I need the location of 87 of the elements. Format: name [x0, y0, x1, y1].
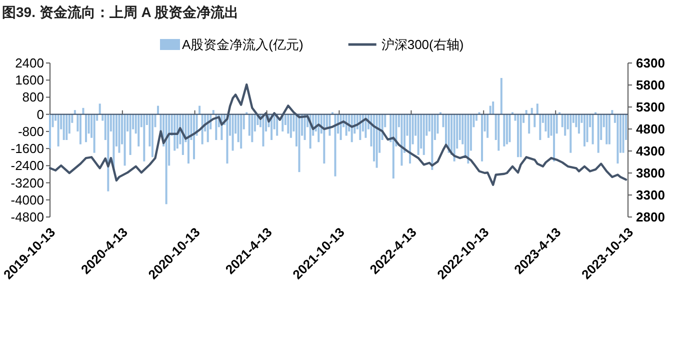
- y-tick-label: -4800: [10, 210, 44, 224]
- y2-tick-label: 3300: [636, 188, 665, 202]
- bar: [193, 114, 196, 160]
- legend-label: 沪深300(右轴): [381, 37, 464, 52]
- bar: [323, 114, 326, 164]
- bar: [304, 114, 306, 140]
- bar: [129, 114, 132, 155]
- bar: [453, 114, 456, 162]
- bar: [503, 114, 506, 146]
- bar: [586, 114, 588, 142]
- bar: [79, 114, 82, 144]
- bar: [376, 114, 378, 168]
- y-tick-label: -800: [18, 124, 44, 139]
- bar: [608, 114, 610, 144]
- bar: [536, 104, 538, 114]
- y-tick-label: -4000: [10, 192, 44, 208]
- y2-tick-label: 5300: [636, 100, 665, 114]
- bar: [251, 114, 254, 142]
- legend-label: A股资金净流入(亿元): [182, 37, 304, 52]
- bar: [481, 114, 484, 162]
- bar: [165, 114, 168, 204]
- y2-tick-label: 3800: [636, 166, 665, 180]
- bar: [534, 114, 536, 128]
- bar: [578, 114, 580, 134]
- bar: [520, 114, 522, 158]
- bar: [232, 114, 234, 151]
- bar: [417, 114, 420, 155]
- bar: [98, 104, 101, 114]
- bar: [622, 114, 624, 153]
- bar: [174, 114, 176, 151]
- bar: [151, 114, 154, 158]
- bar: [409, 114, 412, 164]
- bar: [500, 78, 502, 114]
- bar: [124, 114, 126, 166]
- y-tick-label: 2400: [15, 56, 44, 70]
- bar: [616, 114, 619, 164]
- bar: [400, 114, 403, 166]
- y-tick-label: 0: [36, 106, 44, 122]
- bar: [583, 114, 586, 146]
- bar: [517, 114, 520, 158]
- bar: [187, 114, 190, 164]
- bar: [597, 114, 600, 153]
- y-tick-label: -3200: [10, 175, 44, 190]
- y2-tick-label: 5800: [636, 78, 665, 92]
- bar: [467, 114, 470, 164]
- y-tick-label: -1600: [10, 141, 44, 156]
- bar: [57, 114, 60, 146]
- bar: [392, 114, 394, 178]
- bar: [508, 114, 511, 142]
- y2-tick-label: 6300: [636, 56, 665, 70]
- y-tick-label: 800: [22, 90, 44, 105]
- bar: [553, 114, 556, 162]
- bar: [138, 114, 140, 146]
- bar: [240, 114, 242, 149]
- bar: [287, 114, 290, 134]
- bar: [290, 114, 292, 138]
- bar: [107, 114, 110, 192]
- bar: [118, 114, 120, 153]
- bar: [592, 114, 594, 144]
- bar: [422, 114, 425, 155]
- y2-tick-label: 4800: [636, 122, 665, 136]
- bar: [498, 114, 500, 151]
- line-series: [48, 83, 628, 186]
- bar: [143, 114, 146, 162]
- bar: [262, 114, 264, 146]
- bar: [539, 114, 542, 140]
- y-tick-label: -2400: [10, 158, 44, 174]
- bar: [547, 114, 550, 138]
- bar: [93, 114, 96, 153]
- bar: [49, 114, 51, 149]
- chart-title: 图39. 资金流向：上周 A 股资金净流出: [2, 4, 239, 20]
- bar: [334, 114, 336, 176]
- bar: [506, 114, 508, 144]
- bar: [66, 114, 68, 140]
- bar: [62, 114, 65, 140]
- bar: [298, 114, 300, 172]
- y2-tick-label: 2800: [636, 210, 665, 224]
- y2-tick-label: 4300: [636, 144, 665, 158]
- bar: [486, 114, 489, 138]
- bar: [606, 114, 608, 144]
- bar: [564, 114, 566, 136]
- bar: [85, 114, 87, 142]
- bar: [492, 102, 494, 114]
- y-tick-label: 1600: [15, 72, 44, 88]
- bar: [570, 114, 572, 153]
- bar: [528, 114, 530, 134]
- bar: [431, 114, 434, 170]
